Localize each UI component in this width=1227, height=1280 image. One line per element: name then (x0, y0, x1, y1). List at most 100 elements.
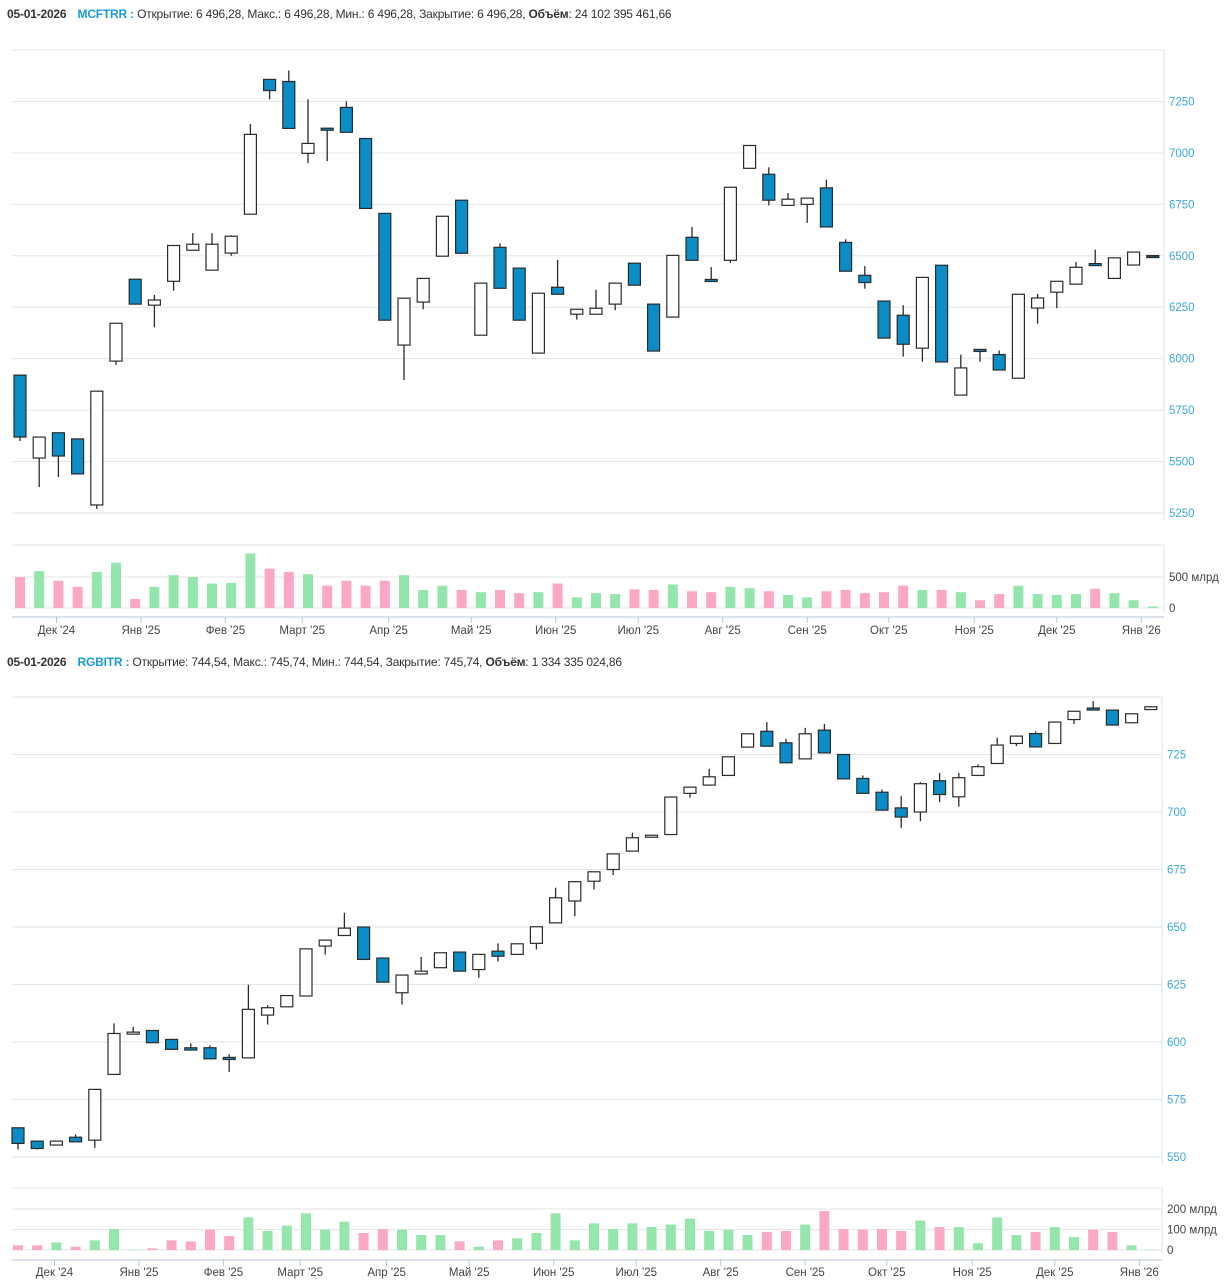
candle-body[interactable] (493, 246, 507, 289)
candle-body[interactable] (13, 374, 27, 438)
candle-body[interactable] (109, 322, 123, 362)
candle-body[interactable] (1048, 721, 1062, 745)
candle-body[interactable] (30, 1140, 44, 1150)
candle-body[interactable] (51, 432, 66, 457)
candle-body[interactable] (243, 133, 257, 215)
candle-body[interactable] (990, 744, 1004, 765)
candle-body[interactable] (1050, 280, 1064, 293)
candle-body[interactable] (798, 733, 812, 760)
candle-body[interactable] (779, 742, 793, 764)
candle-body[interactable] (644, 834, 659, 838)
candle-body[interactable] (241, 1008, 255, 1059)
candle-body[interactable] (1126, 251, 1141, 266)
candle-body[interactable] (126, 1031, 140, 1035)
candle-body[interactable] (433, 952, 447, 969)
candle-body[interactable] (414, 970, 428, 975)
candle-body[interactable] (224, 235, 238, 254)
candle-body[interactable] (1086, 707, 1100, 711)
candle-body[interactable] (1067, 710, 1081, 721)
candle-body[interactable] (1011, 293, 1026, 379)
candle-body[interactable] (128, 278, 142, 305)
candle-body[interactable] (570, 308, 584, 315)
candle-body[interactable] (1144, 706, 1158, 711)
candle-body[interactable] (896, 314, 910, 345)
candle-body[interactable] (952, 777, 966, 798)
candle-body[interactable] (165, 1038, 179, 1050)
candle-body[interactable] (186, 243, 200, 251)
candle-body[interactable] (550, 286, 565, 295)
candle-body[interactable] (915, 276, 930, 349)
candle-body[interactable] (625, 837, 640, 852)
candle-body[interactable] (721, 756, 736, 777)
candle-body[interactable] (781, 198, 795, 206)
candle-body[interactable] (531, 292, 546, 354)
candle-body[interactable] (301, 142, 315, 154)
candle-body[interactable] (49, 1140, 64, 1146)
candle-body[interactable] (819, 187, 834, 228)
candle-body[interactable] (856, 777, 870, 794)
candle-body[interactable] (587, 871, 601, 882)
candle-body[interactable] (875, 791, 889, 811)
candle-body[interactable] (762, 173, 776, 201)
candle-body[interactable] (167, 244, 181, 282)
candle-body[interactable] (359, 137, 373, 210)
candle-body[interactable] (606, 853, 620, 871)
candle-body[interactable] (280, 994, 294, 1008)
candle-body[interactable] (261, 1007, 275, 1016)
candle-body[interactable] (685, 236, 699, 261)
candle-body[interactable] (339, 106, 353, 133)
candle-body[interactable] (376, 957, 390, 983)
candle-body[interactable] (1069, 266, 1083, 285)
candle-body[interactable] (742, 144, 757, 169)
candle-body[interactable] (318, 939, 332, 947)
candle-body[interactable] (858, 274, 872, 284)
candle-body[interactable] (145, 1029, 159, 1044)
candle-body[interactable] (282, 80, 296, 130)
candle-body[interactable] (836, 753, 851, 780)
candle-body[interactable] (491, 950, 505, 957)
candle-body[interactable] (529, 926, 544, 944)
candle-body[interactable] (512, 267, 526, 321)
candle-body[interactable] (337, 927, 351, 937)
candle-body[interactable] (1030, 297, 1045, 309)
header-ticker[interactable]: RGBITR : (77, 655, 130, 669)
candle-body[interactable] (1105, 709, 1120, 726)
candle-body[interactable] (760, 730, 774, 747)
candle-body[interactable] (973, 348, 987, 353)
candle-body[interactable] (472, 953, 486, 971)
candle-body[interactable] (1146, 254, 1160, 259)
candle-body[interactable] (416, 277, 430, 303)
candle-body[interactable] (723, 186, 738, 261)
candle-body[interactable] (817, 729, 832, 754)
candle-body[interactable] (971, 766, 985, 777)
candle-body[interactable] (683, 786, 697, 794)
candle-body[interactable] (666, 254, 680, 318)
candle-body[interactable] (510, 943, 524, 955)
candle-body[interactable] (453, 951, 467, 972)
candle-body[interactable] (455, 199, 469, 254)
candle-body[interactable] (548, 897, 563, 924)
candle-body[interactable] (646, 303, 661, 352)
candle-body[interactable] (664, 796, 678, 836)
mcftrr-candlestick-chart[interactable]: 5250 5500 5750 6000 6250 6500 6750 7000 7250 0 500… (0, 0, 1227, 645)
candle-body[interactable] (11, 1127, 25, 1145)
candle-body[interactable] (205, 243, 219, 271)
candle-body[interactable] (474, 282, 488, 336)
candle-body[interactable] (263, 78, 277, 92)
candle-body[interactable] (704, 278, 718, 283)
candle-body[interactable] (320, 127, 334, 131)
candle-body[interactable] (32, 436, 46, 459)
candle-body[interactable] (954, 367, 968, 396)
candle-body[interactable] (589, 307, 603, 315)
candle-body[interactable] (568, 881, 582, 902)
candle-body[interactable] (913, 783, 928, 813)
candle-body[interactable] (608, 282, 622, 305)
candle-body[interactable] (435, 215, 449, 257)
candle-body[interactable] (932, 780, 947, 796)
candle-body[interactable] (68, 1136, 83, 1143)
candle-body[interactable] (740, 733, 755, 748)
candle-body[interactable] (70, 438, 85, 475)
candle-body[interactable] (934, 264, 949, 363)
candle-body[interactable] (838, 241, 853, 272)
